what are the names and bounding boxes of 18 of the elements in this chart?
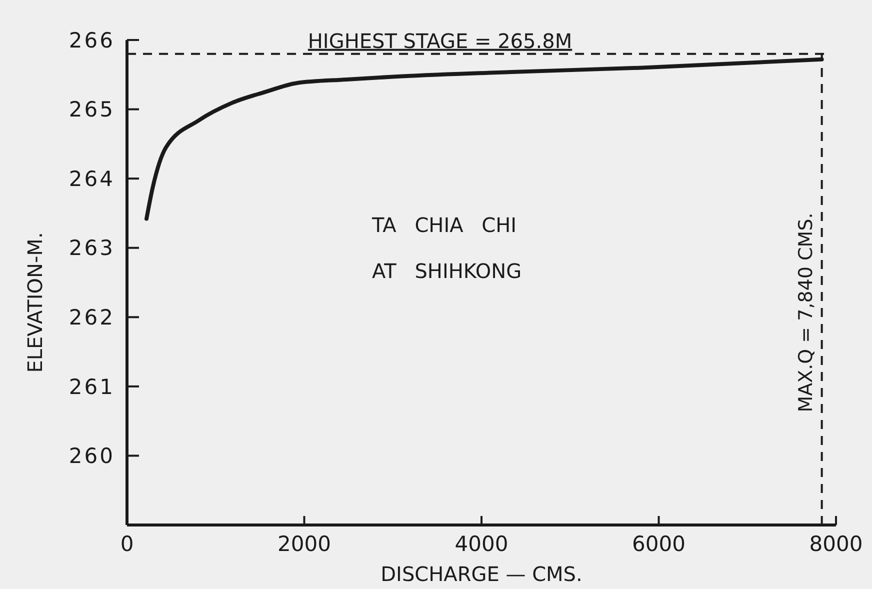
y-tick-label: 266 <box>68 28 115 52</box>
y-axis-title: ELEVATION-M. <box>23 232 47 373</box>
x-tick-label: 4000 <box>454 532 508 556</box>
y-tick-label: 265 <box>68 98 115 122</box>
x-tick-label: 6000 <box>632 532 686 556</box>
y-tick-label: 261 <box>68 374 115 399</box>
y-tick-label: 264 <box>68 166 115 191</box>
x-tick-label: 2000 <box>278 532 331 556</box>
x-tick-label: 8000 <box>809 532 863 556</box>
annotation: TA CHIA CHI <box>371 213 517 237</box>
y-tick-label: 263 <box>68 236 115 260</box>
annotation: AT SHIHKONG <box>372 259 522 283</box>
ref-line-label: MAX.Q = 7,840 CMS. <box>794 212 817 412</box>
y-tick-label: 260 <box>68 444 115 468</box>
ref-line-label: HIGHEST STAGE = 265.8M <box>308 28 572 53</box>
x-tick-label: 0 <box>120 532 134 556</box>
x-axis-title: DISCHARGE — CMS. <box>380 562 582 586</box>
y-tick-label: 262 <box>68 305 115 330</box>
